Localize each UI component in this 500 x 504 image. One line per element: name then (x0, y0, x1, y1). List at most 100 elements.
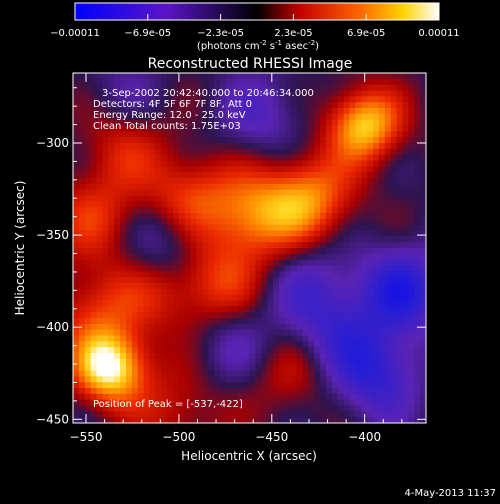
heatmap-cell (302, 160, 309, 167)
heatmap-cell (231, 125, 239, 132)
heatmap-cell (331, 417, 339, 423)
heatmap-cell (184, 341, 192, 348)
heatmap-cell (384, 201, 392, 208)
heatmap-cell (173, 318, 180, 325)
heatmap-cell (278, 102, 286, 109)
heatmap-cell (96, 358, 104, 366)
heatmap-cell (355, 405, 362, 412)
heatmap-cell (243, 248, 251, 255)
heatmap-cell (214, 160, 221, 167)
heatmap-cell (114, 183, 121, 191)
heatmap-cell (331, 306, 339, 313)
heatmap-cell (378, 376, 386, 383)
heatmap-cell (120, 253, 127, 261)
heatmap-cell (167, 248, 174, 255)
heatmap-cell (325, 148, 333, 156)
heatmap-cell (143, 335, 151, 342)
heatmap-cell (284, 207, 292, 214)
heatmap-cell (349, 417, 356, 423)
heatmap-cell (225, 148, 233, 156)
heatmap-cell (390, 178, 398, 185)
heatmap-cell (408, 271, 415, 278)
heatmap-cell (390, 329, 398, 337)
heatmap-cell (125, 236, 133, 243)
heatmap-cell (337, 271, 345, 278)
heatmap-cell (237, 341, 245, 348)
heatmap-cell (161, 318, 168, 325)
heatmap-cell (84, 178, 92, 185)
heatmap-cell (125, 166, 133, 173)
heatmap-cell (249, 259, 256, 267)
heatmap-cell (308, 207, 315, 214)
heatmap-cell (184, 236, 192, 243)
heatmap-cell (125, 253, 133, 261)
heatmap-cell (273, 370, 280, 377)
heatmap-cell (178, 172, 186, 179)
heatmap-cell (390, 201, 398, 208)
heatmap-cell (120, 347, 127, 354)
heatmap-cell (237, 166, 245, 173)
heatmap-cell (220, 399, 227, 407)
heatmap-cell (96, 207, 104, 214)
heatmap-cell (173, 90, 180, 97)
heatmap-cell (143, 207, 151, 214)
heatmap-cell (214, 195, 221, 202)
heatmap-cell (114, 178, 121, 185)
heatmap-cell (355, 242, 362, 249)
heatmap-cell (273, 166, 280, 173)
heatmap-cell (208, 341, 215, 348)
heatmap-cell (367, 376, 374, 383)
heatmap-cell (155, 376, 162, 383)
heatmap-cell (178, 119, 186, 127)
heatmap-cell (337, 166, 345, 173)
heatmap-cell (137, 364, 145, 372)
heatmap-cell (161, 388, 168, 395)
heatmap-cell (173, 417, 180, 423)
heatmap-cell (367, 201, 374, 208)
heatmap-cell (178, 143, 186, 150)
heatmap-cell (214, 78, 221, 86)
heatmap-cell (278, 119, 286, 127)
heatmap-cell (190, 253, 198, 261)
heatmap-cell (137, 166, 145, 173)
heatmap-cell (173, 102, 180, 109)
heatmap-cell (402, 113, 409, 121)
heatmap-cell (267, 213, 274, 220)
heatmap-cell (361, 318, 368, 325)
heatmap-cell (167, 154, 174, 162)
heatmap-cell (267, 131, 274, 138)
heatmap-cell (314, 84, 321, 92)
heatmap-cell (90, 294, 98, 302)
heatmap-cell (373, 248, 380, 255)
heatmap-cell (149, 148, 156, 156)
heatmap-cell (249, 294, 256, 302)
heatmap-cell (131, 102, 139, 109)
heatmap-cell (302, 347, 309, 354)
heatmap-cell (296, 207, 304, 214)
x-tick-label: −550 (70, 430, 103, 444)
heatmap-cell (243, 341, 251, 348)
heatmap-cell (161, 207, 168, 214)
heatmap-cell (378, 277, 386, 284)
heatmap-cell (178, 218, 186, 226)
heatmap-cell (120, 160, 127, 167)
heatmap-cell (173, 131, 180, 138)
heatmap-cell (184, 364, 192, 372)
heatmap-cell (220, 166, 227, 173)
heatmap-cell (143, 131, 151, 138)
heatmap-cell (84, 189, 92, 197)
heatmap-cell (308, 358, 315, 366)
heatmap-cell (378, 195, 386, 202)
heatmap-cell (373, 213, 380, 220)
heatmap-cell (149, 90, 156, 97)
heatmap-cell (184, 84, 192, 92)
heatmap-cell (314, 370, 321, 377)
heatmap-cell (337, 90, 345, 97)
heatmap-cell (337, 382, 345, 389)
heatmap-cell (131, 73, 139, 80)
heatmap-cell (408, 388, 415, 395)
heatmap-cell (402, 347, 409, 354)
heatmap-cell (90, 405, 98, 412)
heatmap-cell (84, 388, 92, 395)
heatmap-cell (196, 253, 204, 261)
